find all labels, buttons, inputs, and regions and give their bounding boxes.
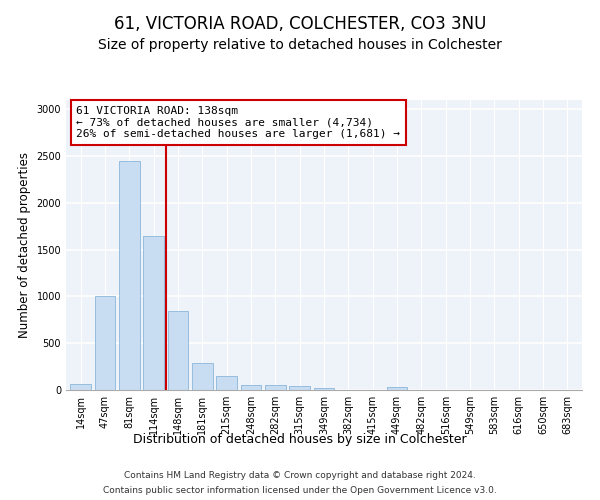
Bar (192, 363, 212, 390)
Bar (289, 386, 310, 390)
Text: 61 VICTORIA ROAD: 138sqm
← 73% of detached houses are smaller (4,734)
26% of sem: 61 VICTORIA ROAD: 138sqm ← 73% of detach… (76, 106, 400, 139)
Bar (143, 236, 164, 390)
Text: Size of property relative to detached houses in Colchester: Size of property relative to detached ho… (98, 38, 502, 52)
Bar (119, 161, 140, 390)
Bar (216, 376, 237, 390)
Text: Contains public sector information licensed under the Open Government Licence v3: Contains public sector information licen… (103, 486, 497, 495)
Text: 61, VICTORIA ROAD, COLCHESTER, CO3 3NU: 61, VICTORIA ROAD, COLCHESTER, CO3 3NU (114, 15, 486, 33)
Text: Contains HM Land Registry data © Crown copyright and database right 2024.: Contains HM Land Registry data © Crown c… (124, 471, 476, 480)
Bar (167, 312, 188, 390)
Bar (386, 387, 407, 390)
Bar (95, 296, 115, 390)
Bar (265, 386, 286, 390)
Text: Distribution of detached houses by size in Colchester: Distribution of detached houses by size … (133, 432, 467, 446)
Y-axis label: Number of detached properties: Number of detached properties (18, 152, 31, 338)
Bar (241, 385, 262, 390)
Bar (314, 388, 334, 390)
Bar (70, 384, 91, 390)
